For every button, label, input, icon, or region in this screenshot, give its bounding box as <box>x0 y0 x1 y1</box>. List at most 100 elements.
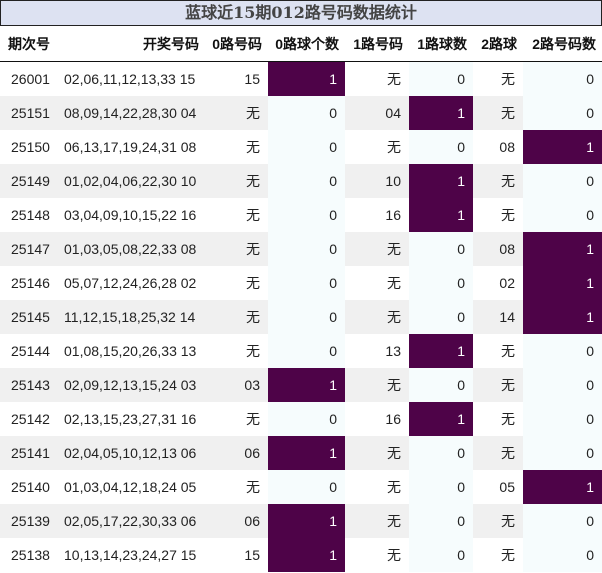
route0-count-cell: 0 <box>268 300 345 334</box>
issue-cell: 25144 <box>0 334 58 368</box>
route2-number-cell: 无 <box>473 504 523 538</box>
route0-number-cell: 06 <box>205 436 268 470</box>
route2-number-cell: 无 <box>473 198 523 232</box>
col-header-numbers: 开奖号码 <box>58 26 205 62</box>
route1-number-cell: 无 <box>345 436 409 470</box>
route1-count-cell: 0 <box>409 504 473 538</box>
route2-count-cell: 0 <box>523 61 602 96</box>
route1-number-cell: 无 <box>345 504 409 538</box>
draw-numbers-cell: 10,13,14,23,24,27 15 <box>58 538 205 572</box>
route1-number-cell: 13 <box>345 334 409 368</box>
col-header-route1-count: 1路球数 <box>409 26 473 62</box>
table-row: 25145 11,12,15,18,25,32 14 无 0 无 0 14 1 <box>0 300 602 334</box>
route1-count-cell: 1 <box>409 334 473 368</box>
route2-count-cell: 0 <box>523 504 602 538</box>
route0-number-cell: 无 <box>205 198 268 232</box>
route0-count-cell: 1 <box>268 504 345 538</box>
route0-count-cell: 0 <box>268 266 345 300</box>
route1-number-cell: 无 <box>345 538 409 572</box>
route1-number-cell: 无 <box>345 266 409 300</box>
draw-numbers-cell: 03,04,09,10,15,22 16 <box>58 198 205 232</box>
table-row: 25151 08,09,14,22,28,30 04 无 0 04 1 无 0 <box>0 96 602 130</box>
table-row: 25141 02,04,05,10,12,13 06 06 1 无 0 无 0 <box>0 436 602 470</box>
route2-count-cell: 1 <box>523 130 602 164</box>
draw-numbers-cell: 01,02,04,06,22,30 10 <box>58 164 205 198</box>
stats-table: 期次号 开奖号码 0路号码 0路球个数 1路号码 1路球数 2路球 2路号码数 … <box>0 26 602 572</box>
draw-numbers-cell: 02,04,05,10,12,13 06 <box>58 436 205 470</box>
route0-number-cell: 无 <box>205 266 268 300</box>
table-row: 25139 02,05,17,22,30,33 06 06 1 无 0 无 0 <box>0 504 602 538</box>
header-row: 期次号 开奖号码 0路号码 0路球个数 1路号码 1路球数 2路球 2路号码数 <box>0 26 602 62</box>
route1-number-cell: 无 <box>345 61 409 96</box>
route0-number-cell: 无 <box>205 300 268 334</box>
route0-count-cell: 1 <box>268 538 345 572</box>
route2-count-cell: 1 <box>523 470 602 504</box>
route0-count-cell: 1 <box>268 368 345 402</box>
route2-number-cell: 无 <box>473 164 523 198</box>
route1-number-cell: 10 <box>345 164 409 198</box>
route2-number-cell: 无 <box>473 61 523 96</box>
route2-number-cell: 无 <box>473 96 523 130</box>
route2-number-cell: 05 <box>473 470 523 504</box>
issue-cell: 25146 <box>0 266 58 300</box>
route0-number-cell: 15 <box>205 61 268 96</box>
route0-count-cell: 0 <box>268 130 345 164</box>
route1-count-cell: 0 <box>409 61 473 96</box>
route0-count-cell: 0 <box>268 164 345 198</box>
route2-number-cell: 无 <box>473 538 523 572</box>
col-header-route0-count: 0路球个数 <box>268 26 345 62</box>
route0-number-cell: 无 <box>205 164 268 198</box>
route0-number-cell: 06 <box>205 504 268 538</box>
route2-count-cell: 0 <box>523 96 602 130</box>
table-row: 25148 03,04,09,10,15,22 16 无 0 16 1 无 0 <box>0 198 602 232</box>
draw-numbers-cell: 11,12,15,18,25,32 14 <box>58 300 205 334</box>
route2-number-cell: 无 <box>473 402 523 436</box>
issue-cell: 25141 <box>0 436 58 470</box>
route1-count-cell: 0 <box>409 266 473 300</box>
col-header-route2-number: 2路球 <box>473 26 523 62</box>
route0-number-cell: 无 <box>205 232 268 266</box>
draw-numbers-cell: 02,09,12,13,15,24 03 <box>58 368 205 402</box>
draw-numbers-cell: 01,08,15,20,26,33 13 <box>58 334 205 368</box>
issue-cell: 25149 <box>0 164 58 198</box>
draw-numbers-cell: 05,07,12,24,26,28 02 <box>58 266 205 300</box>
route0-number-cell: 03 <box>205 368 268 402</box>
route0-count-cell: 0 <box>268 334 345 368</box>
draw-numbers-cell: 02,06,11,12,13,33 15 <box>58 61 205 96</box>
route1-number-cell: 无 <box>345 232 409 266</box>
table-row: 25146 05,07,12,24,26,28 02 无 0 无 0 02 1 <box>0 266 602 300</box>
table-row: 25140 01,03,04,12,18,24 05 无 0 无 0 05 1 <box>0 470 602 504</box>
issue-cell: 25148 <box>0 198 58 232</box>
issue-cell: 25145 <box>0 300 58 334</box>
table-row: 25143 02,09,12,13,15,24 03 03 1 无 0 无 0 <box>0 368 602 402</box>
route2-count-cell: 0 <box>523 538 602 572</box>
route1-count-cell: 0 <box>409 436 473 470</box>
route1-count-cell: 0 <box>409 300 473 334</box>
route0-number-cell: 无 <box>205 470 268 504</box>
route0-number-cell: 15 <box>205 538 268 572</box>
route2-number-cell: 02 <box>473 266 523 300</box>
col-header-route2-count: 2路号码数 <box>523 26 602 62</box>
draw-numbers-cell: 06,13,17,19,24,31 08 <box>58 130 205 164</box>
route2-number-cell: 14 <box>473 300 523 334</box>
issue-cell: 25143 <box>0 368 58 402</box>
route0-count-cell: 1 <box>268 61 345 96</box>
route1-count-cell: 0 <box>409 538 473 572</box>
route1-count-cell: 1 <box>409 96 473 130</box>
route2-count-cell: 0 <box>523 164 602 198</box>
route0-number-cell: 无 <box>205 334 268 368</box>
table-row: 25142 02,13,15,23,27,31 16 无 0 16 1 无 0 <box>0 402 602 436</box>
route2-count-cell: 0 <box>523 368 602 402</box>
col-header-route1-number: 1路号码 <box>345 26 409 62</box>
route0-count-cell: 1 <box>268 436 345 470</box>
route2-count-cell: 1 <box>523 266 602 300</box>
issue-cell: 26001 <box>0 61 58 96</box>
table-title: 蓝球近15期012路号码数据统计 <box>0 0 602 26</box>
route2-count-cell: 0 <box>523 436 602 470</box>
table-row: 25138 10,13,14,23,24,27 15 15 1 无 0 无 0 <box>0 538 602 572</box>
route0-count-cell: 0 <box>268 402 345 436</box>
route0-number-cell: 无 <box>205 130 268 164</box>
issue-cell: 25140 <box>0 470 58 504</box>
route0-count-cell: 0 <box>268 470 345 504</box>
route0-number-cell: 无 <box>205 402 268 436</box>
